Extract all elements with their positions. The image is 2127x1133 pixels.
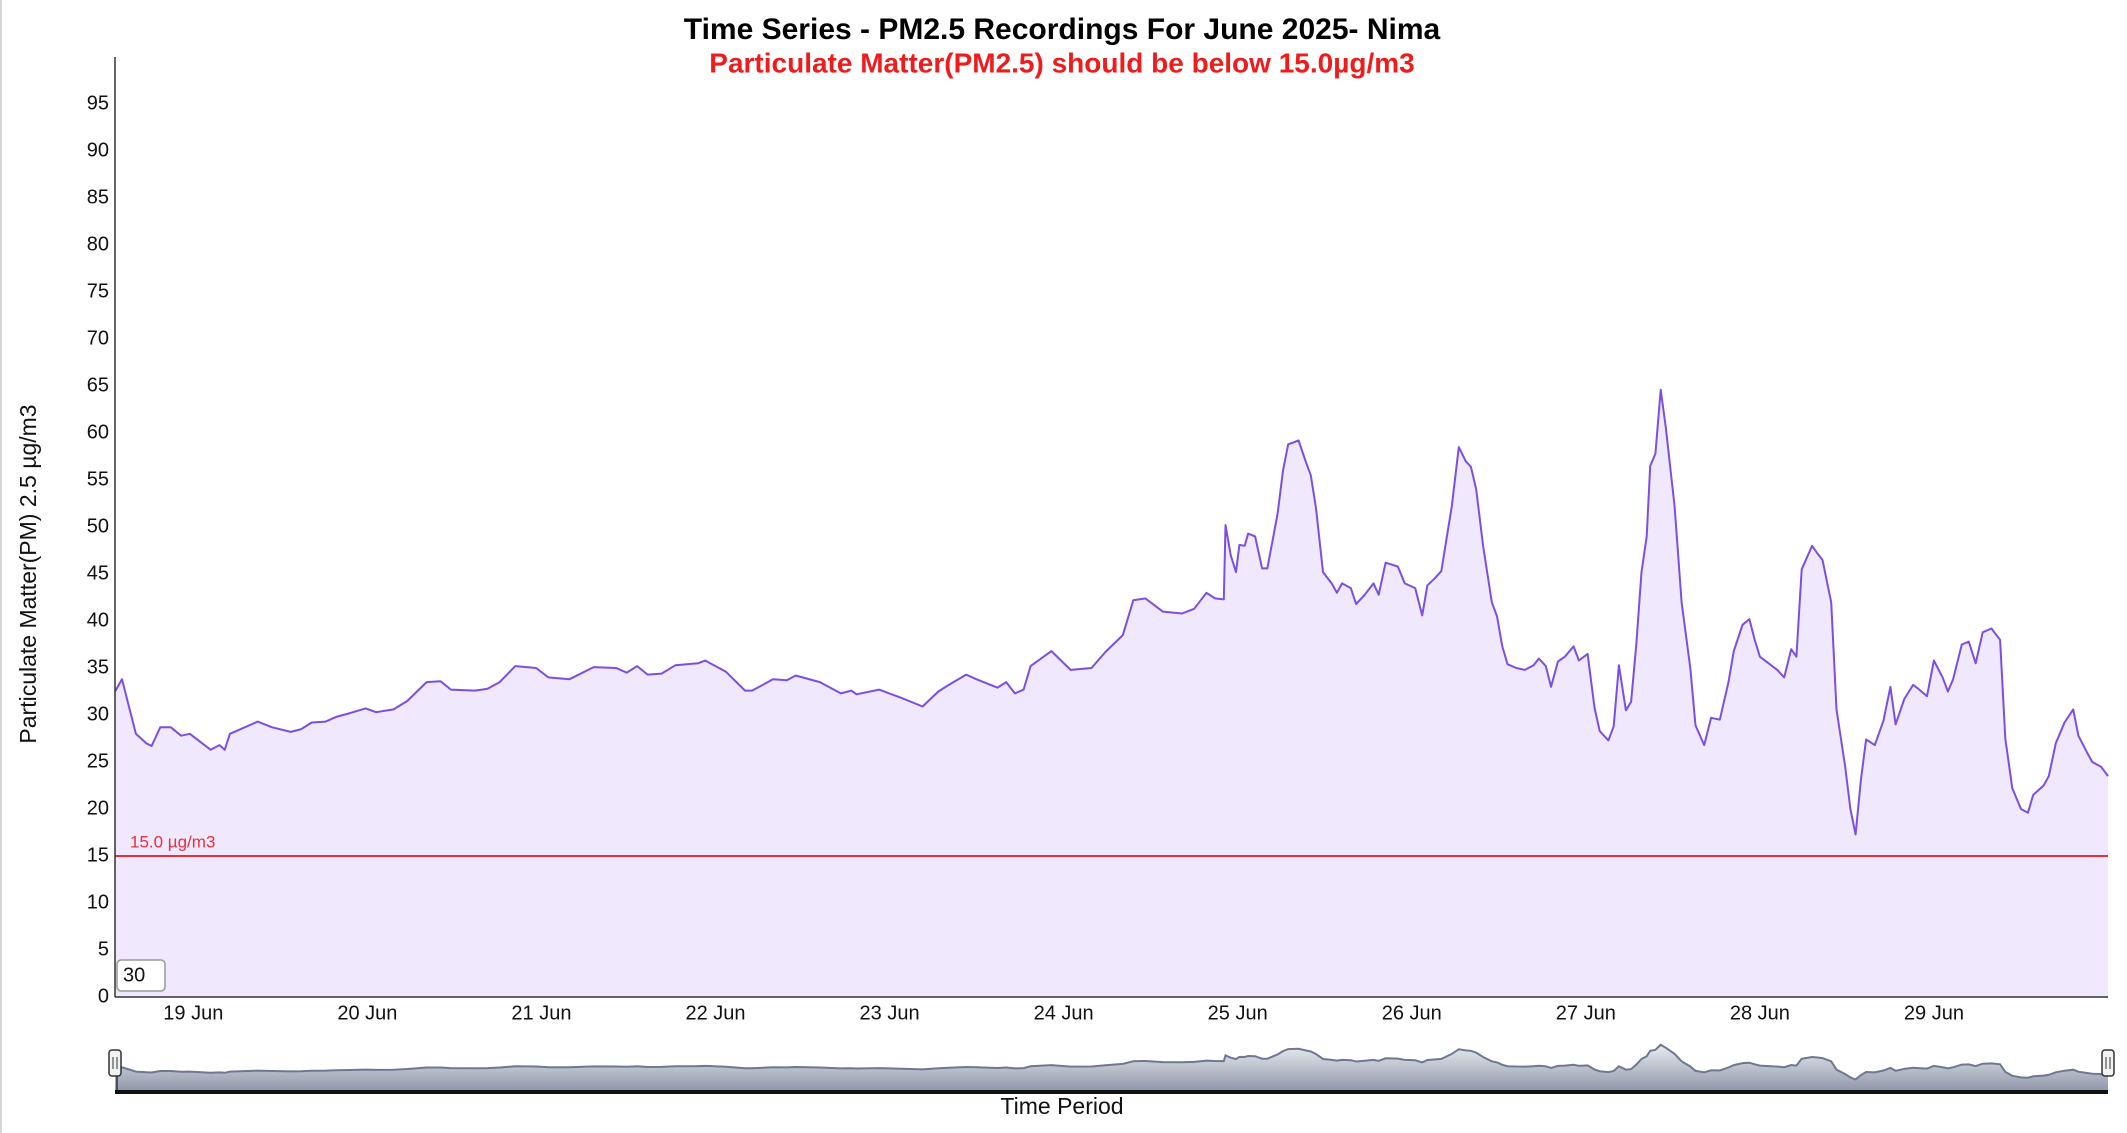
x-axis-label: Time Period bbox=[1000, 1093, 1123, 1119]
y-tick-label: 35 bbox=[87, 656, 109, 678]
line bbox=[114, 388, 2109, 836]
y-tick-label: 10 bbox=[87, 891, 109, 913]
navigator-line[interactable] bbox=[114, 1043, 2109, 1081]
y-tick-label: 65 bbox=[87, 374, 109, 396]
y-tick-label: 50 bbox=[87, 515, 109, 537]
navigator-handle[interactable] bbox=[2101, 1049, 2115, 1077]
navigator-area[interactable] bbox=[115, 1044, 2108, 1092]
y-tick-label: 15 bbox=[87, 844, 109, 866]
y-tick-label: 25 bbox=[87, 750, 109, 772]
y-tick-label: 0 bbox=[98, 985, 109, 1007]
y-tick-label: 60 bbox=[87, 421, 109, 443]
y-tick-label: 5 bbox=[98, 938, 109, 960]
y-tick-label: 30 bbox=[87, 703, 109, 725]
x-tick-label: 21 Jun bbox=[511, 1002, 571, 1024]
area-fill bbox=[115, 389, 2108, 997]
range-input[interactable]: 30 bbox=[116, 959, 166, 992]
chart-title: Time Series - PM2.5 Recordings For June … bbox=[684, 13, 1441, 46]
y-tick-label: 95 bbox=[87, 92, 109, 114]
range-input-value[interactable]: 30 bbox=[123, 964, 145, 986]
y-axis-label: Particulate Matter(PM) 2.5 µg/m3 bbox=[15, 404, 41, 743]
y-tick-label: 90 bbox=[87, 139, 109, 161]
y-tick-label: 75 bbox=[87, 280, 109, 302]
y-tick-label: 40 bbox=[87, 609, 109, 631]
y-tick-label: 80 bbox=[87, 233, 109, 255]
y-tick-label: 45 bbox=[87, 562, 109, 584]
x-tick-label: 28 Jun bbox=[1730, 1002, 1790, 1024]
x-tick-label: 23 Jun bbox=[860, 1002, 920, 1024]
threshold-label: 15.0 µg/m3 bbox=[130, 832, 215, 851]
x-tick-label: 20 Jun bbox=[337, 1002, 397, 1024]
x-tick-label: 24 Jun bbox=[1034, 1002, 1094, 1024]
y-tick-label: 85 bbox=[87, 186, 109, 208]
chart-subtitle: Particulate Matter(PM2.5) should be belo… bbox=[709, 47, 1414, 78]
range-input-box[interactable] bbox=[116, 959, 166, 992]
y-tick-label: 55 bbox=[87, 468, 109, 490]
x-tick-label: 25 Jun bbox=[1208, 1002, 1268, 1024]
y-tick-label: 70 bbox=[87, 327, 109, 349]
navigator[interactable] bbox=[108, 1043, 2115, 1094]
plot-area: 0 5 10 15 20 25 30 35 40 45 50 55 60 65 70 75 80 85 90 95 19… bbox=[87, 57, 2109, 1024]
navigator-handle[interactable] bbox=[108, 1049, 122, 1077]
y-tick-label: 20 bbox=[87, 797, 109, 819]
x-tick-label: 27 Jun bbox=[1556, 1002, 1616, 1024]
x-tick-label: 26 Jun bbox=[1382, 1002, 1442, 1024]
x-tick-label: 22 Jun bbox=[685, 1002, 745, 1024]
x-tick-label: 19 Jun bbox=[163, 1002, 223, 1024]
x-tick-label: 29 Jun bbox=[1904, 1002, 1964, 1024]
